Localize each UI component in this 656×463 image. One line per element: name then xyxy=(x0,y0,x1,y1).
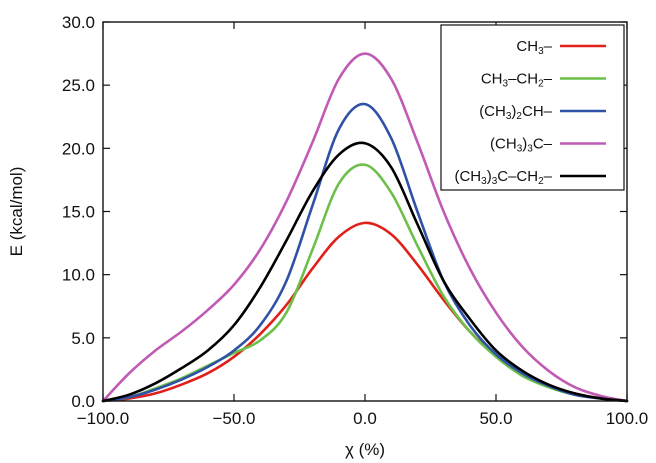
y-tick-label: 20.0 xyxy=(62,139,95,158)
y-tick-label: 5.0 xyxy=(71,329,95,348)
legend-label: (CH3)3C–CH2– xyxy=(454,168,552,187)
series-line-3 xyxy=(101,102,629,403)
y-tick-label: 25.0 xyxy=(62,76,95,95)
legend-label: (CH3)2CH– xyxy=(479,103,552,122)
x-tick-label: −50.0 xyxy=(212,409,255,428)
x-tick-label: 0.0 xyxy=(353,409,377,428)
series-layer xyxy=(101,52,629,403)
legend: CH3– CH3–CH2– (CH3)2CH– (CH3)3C– (CH3)3C–CH2… xyxy=(440,24,625,191)
y-tick-label: 10.0 xyxy=(62,266,95,285)
series-line-5 xyxy=(101,141,629,403)
legend-label: CH3–CH2– xyxy=(481,71,553,90)
series-line-1 xyxy=(101,221,629,403)
x-axis-title: χ (%) xyxy=(345,440,385,459)
x-tick-label: 50.0 xyxy=(479,409,512,428)
legend-label: (CH3)3C– xyxy=(490,136,553,155)
y-tick-label: 30.0 xyxy=(62,13,95,32)
series-line-2 xyxy=(101,163,629,403)
legend-box xyxy=(440,24,625,191)
ticks-layer: −100.0 −50.0 0.0 50.0 100.0 0.0 5.0 10.0 15.0 20.… xyxy=(62,13,648,428)
y-tick-label: 0.0 xyxy=(71,392,95,411)
legend-label: CH3– xyxy=(516,38,552,57)
x-tick-label: 100.0 xyxy=(606,409,649,428)
x-tick-label: −100.0 xyxy=(77,409,129,428)
series-line-4 xyxy=(101,52,629,403)
y-axis-title: E (kcal/mol) xyxy=(7,167,26,257)
y-tick-label: 15.0 xyxy=(62,203,95,222)
